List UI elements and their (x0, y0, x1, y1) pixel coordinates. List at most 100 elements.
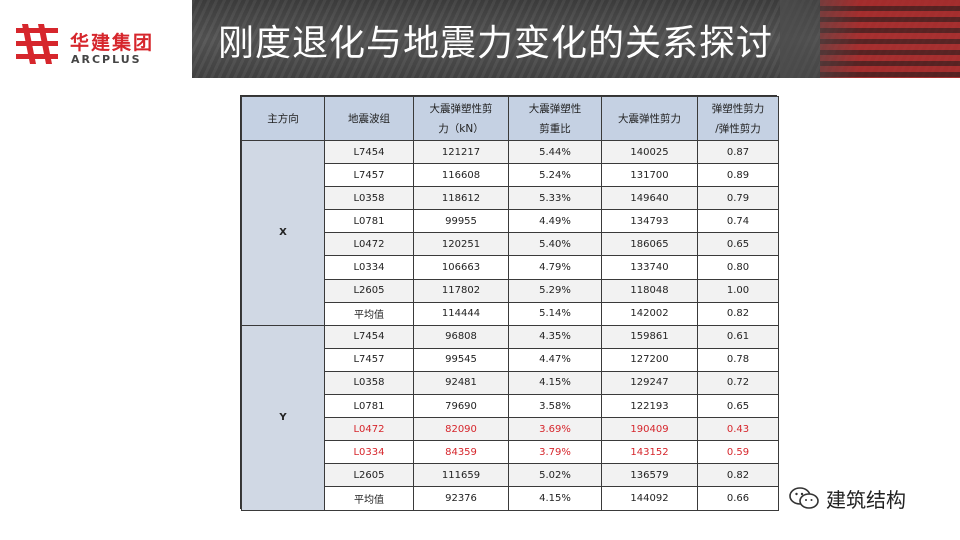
elastic-shear-cell: 127200 (601, 347, 698, 372)
shear-weight-ratio-cell: 4.15% (508, 486, 602, 511)
wave-cell: L0781 (324, 394, 414, 419)
shear-ratio-cell: 0.87 (697, 139, 779, 165)
shear-ratio-cell: 0.72 (697, 370, 779, 396)
wave-cell: L7457 (324, 347, 414, 372)
wave-cell: L0781 (324, 209, 414, 234)
elastic-shear-cell: 129247 (601, 370, 698, 396)
table-row: L0334 84359 3.79% 143152 0.59 (242, 440, 779, 465)
table-row: X L7454 121217 5.44% 140025 0.87 (241, 139, 779, 326)
elastic-shear-cell: 136579 (601, 463, 698, 488)
elastoplastic-shear-cell: 96808 (413, 324, 509, 349)
elastic-shear-cell: 159861 (601, 324, 698, 349)
table-row: L0472 120251 5.40% 186065 0.65 (242, 232, 779, 257)
logo: 华建集团 ARCPLUS (0, 0, 192, 78)
wave-cell: L0472 (324, 417, 414, 442)
elastic-shear-cell: 142002 (601, 301, 698, 326)
shear-weight-ratio-cell: 4.47% (508, 347, 602, 372)
column-header-elastoplastic-shear: 大震弹塑性剪 力（kN） (413, 96, 509, 141)
column-header-shear-weight-ratio: 大震弹塑性 剪重比 (508, 96, 602, 141)
elastic-shear-cell: 186065 (601, 232, 698, 257)
shear-weight-ratio-cell: 5.33% (508, 186, 602, 211)
table-row: 平均值 92376 4.15% 144092 0.66 (242, 486, 779, 511)
title-bar (192, 0, 960, 78)
shear-ratio-cell: 0.65 (697, 394, 779, 419)
table-row: L0781 79690 3.58% 122193 0.65 (242, 394, 779, 419)
wave-cell: L0358 (324, 370, 414, 396)
shear-weight-ratio-cell: 5.29% (508, 278, 602, 303)
shear-ratio-cell: 0.66 (697, 486, 779, 511)
shear-ratio-cell: 0.59 (697, 440, 779, 465)
shear-weight-ratio-cell: 4.79% (508, 255, 602, 280)
elastoplastic-shear-cell: 111659 (413, 463, 509, 488)
elastic-shear-cell: 131700 (601, 163, 698, 188)
wave-cell: L2605 (324, 463, 414, 488)
shear-weight-ratio-cell: 5.40% (508, 232, 602, 257)
wave-cell: L0472 (324, 232, 414, 257)
wave-cell: L0334 (324, 440, 414, 465)
table-row: L0472 82090 3.69% 190409 0.43 (242, 417, 779, 442)
wave-cell: 平均值 (324, 486, 414, 511)
title-bar-accent (780, 0, 960, 78)
shear-weight-ratio-cell: 5.44% (508, 139, 602, 165)
shear-ratio-cell: 0.82 (697, 463, 779, 488)
elastic-shear-cell: 118048 (601, 278, 698, 303)
page-title: 刚度退化与地震力变化的关系探讨 (218, 23, 774, 64)
elastoplastic-shear-cell: 106663 (413, 255, 509, 280)
shear-ratio-cell: 1.00 (697, 278, 779, 303)
wave-cell: L2605 (324, 278, 414, 303)
elastic-shear-cell: 149640 (601, 186, 698, 211)
table-row: L0358 92481 4.15% 129247 0.72 (242, 370, 779, 396)
table-body: X L7454 121217 5.44% 140025 0.87 L7457 116608 5.… (241, 139, 779, 511)
shear-weight-ratio-cell: 5.02% (508, 463, 602, 488)
elastic-shear-cell: 144092 (601, 486, 698, 511)
shear-weight-ratio-cell: 5.24% (508, 163, 602, 188)
elastoplastic-shear-cell: 82090 (413, 417, 509, 442)
shear-ratio-cell: 0.65 (697, 232, 779, 257)
elastoplastic-shear-cell: 99545 (413, 347, 509, 372)
shear-ratio-cell: 0.82 (697, 301, 779, 326)
table-header-row: 主方向 地震波组 大震弹塑性剪 力（kN） 大震弹塑性 剪重比 大震弹性剪力 弹塑性… (241, 96, 779, 141)
elastoplastic-shear-cell: 116608 (413, 163, 509, 188)
elastoplastic-shear-cell: 99955 (413, 209, 509, 234)
elastic-shear-cell: 143152 (601, 440, 698, 465)
wave-cell: L7457 (324, 163, 414, 188)
column-header-wave-group: 地震波组 (324, 96, 414, 141)
shear-ratio-cell: 0.74 (697, 209, 779, 234)
table-row: L0334 106663 4.79% 133740 0.80 (242, 255, 779, 280)
header: 华建集团 ARCPLUS 刚度退化与地震力变化的关系探讨 (0, 0, 960, 78)
direction-cell: X (241, 140, 325, 326)
elastic-shear-cell: 134793 (601, 209, 698, 234)
elastoplastic-shear-cell: 117802 (413, 278, 509, 303)
wave-cell: L7454 (324, 324, 414, 349)
table-row: L7457 99545 4.47% 127200 0.78 (242, 347, 779, 372)
shear-ratio-cell: 0.61 (697, 324, 779, 349)
elastic-shear-cell: 190409 (601, 417, 698, 442)
elastoplastic-shear-cell: 120251 (413, 232, 509, 257)
wechat-icon (789, 487, 819, 509)
elastic-shear-cell: 140025 (601, 139, 698, 165)
watermark: 建筑结构 (788, 484, 906, 512)
shear-comparison-table: 主方向 地震波组 大震弹塑性剪 力（kN） 大震弹塑性 剪重比 大震弹性剪力 弹塑性… (240, 95, 779, 511)
table-row: 平均值 114444 5.14% 142002 0.82 (242, 301, 779, 326)
column-header-shear-ratio: 弹塑性剪力/弹性剪力 (697, 96, 779, 141)
table-row: L2605 117802 5.29% 118048 1.00 (242, 278, 779, 303)
elastic-shear-cell: 122193 (601, 394, 698, 419)
direction-cell: Y (241, 324, 325, 511)
elastoplastic-shear-cell: 84359 (413, 440, 509, 465)
shear-weight-ratio-cell: 3.58% (508, 394, 602, 419)
shear-ratio-cell: 0.79 (697, 186, 779, 211)
table-row: L0781 99955 4.49% 134793 0.74 (242, 209, 779, 234)
shear-weight-ratio-cell: 5.14% (508, 301, 602, 326)
table-row: L0358 118612 5.33% 149640 0.79 (242, 186, 779, 211)
table-row: Y L7454 96808 4.35% 159861 0.61 (241, 324, 779, 511)
shear-weight-ratio-cell: 3.69% (508, 417, 602, 442)
shear-weight-ratio-cell: 4.49% (508, 209, 602, 234)
elastoplastic-shear-cell: 121217 (413, 139, 509, 165)
logo-text-cn: 华建集团 (70, 32, 155, 54)
shear-ratio-cell: 0.43 (697, 417, 779, 442)
arcplus-logo-icon (16, 24, 58, 64)
shear-weight-ratio-cell: 4.15% (508, 370, 602, 396)
shear-ratio-cell: 0.80 (697, 255, 779, 280)
column-header-direction: 主方向 (241, 96, 325, 141)
logo-text-en: ARCPLUS (71, 53, 142, 66)
